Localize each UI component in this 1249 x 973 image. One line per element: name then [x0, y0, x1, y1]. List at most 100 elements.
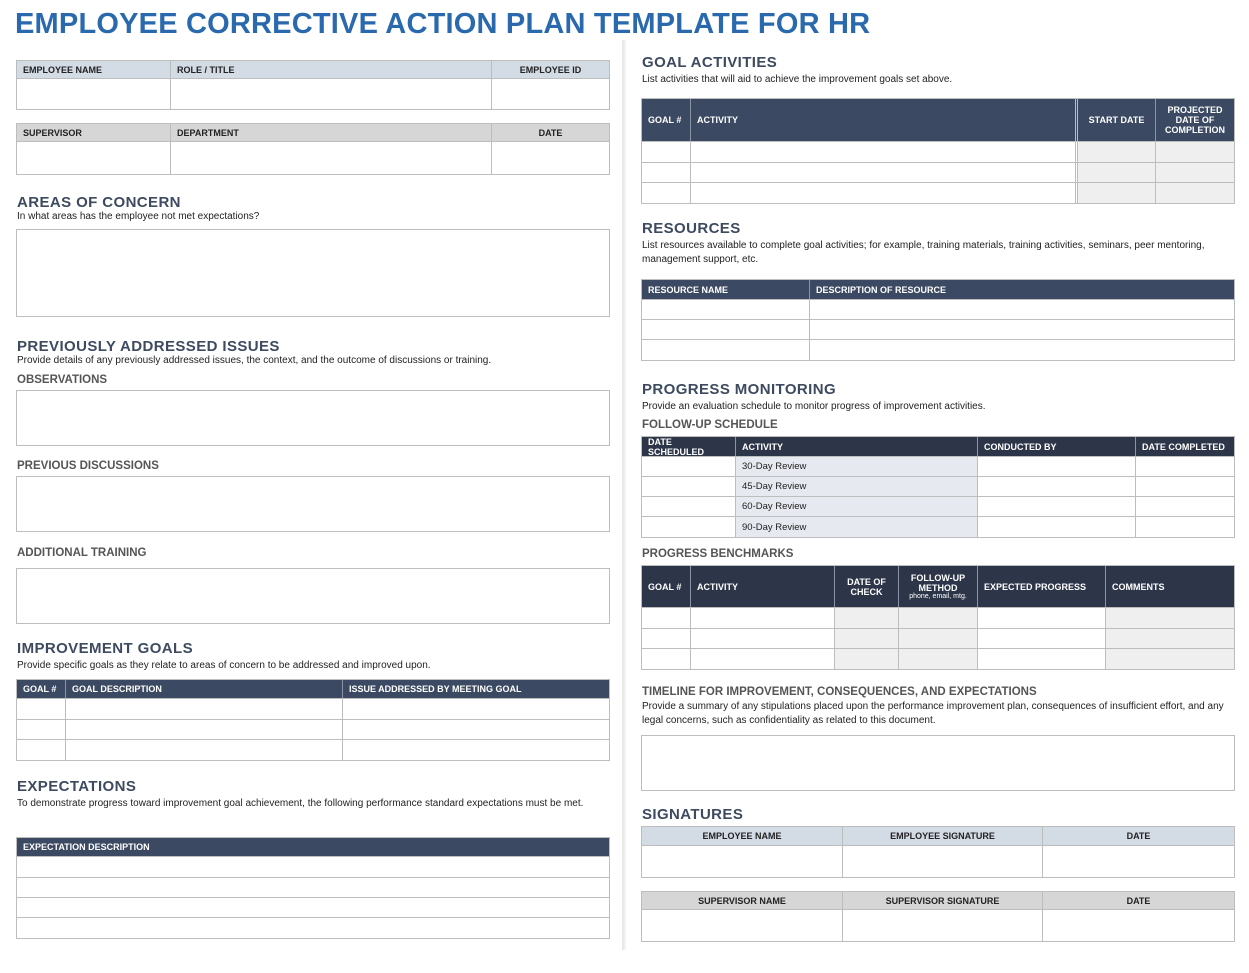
observations-textbox[interactable] [16, 390, 610, 446]
expectation-cell[interactable] [17, 878, 609, 897]
employee-signature-field[interactable] [843, 846, 1043, 877]
activity-cell[interactable]: 90-Day Review [736, 517, 978, 537]
resource-description-cell[interactable] [810, 340, 1234, 360]
header-supervisor: SUPERVISOR [17, 124, 171, 141]
completion-date-cell[interactable] [1156, 183, 1234, 203]
resource-name-cell[interactable] [642, 300, 810, 319]
additional-training-textbox[interactable] [16, 568, 610, 624]
expected-progress-cell[interactable] [978, 629, 1106, 648]
supervisor-info-table: SUPERVISOR DEPARTMENT DATE [16, 123, 610, 175]
goal-number-cell[interactable] [17, 699, 66, 719]
supervisor-sign-date-field[interactable] [1043, 910, 1234, 941]
resource-description-cell[interactable] [810, 320, 1234, 339]
issue-addressed-cell[interactable] [343, 720, 609, 739]
comments-cell[interactable] [1106, 608, 1234, 628]
date-scheduled-cell[interactable] [642, 517, 736, 537]
activity-cell[interactable] [691, 183, 1078, 203]
progress-monitoring-subtitle: Provide an evaluation schedule to monito… [642, 401, 986, 412]
activity-cell[interactable]: 45-Day Review [736, 477, 978, 496]
goal-number-cell[interactable] [17, 740, 66, 760]
date-scheduled-cell[interactable] [642, 477, 736, 496]
conducted-by-cell[interactable] [978, 497, 1136, 516]
date-completed-cell[interactable] [1136, 457, 1234, 476]
start-date-cell[interactable] [1078, 163, 1156, 182]
goal-number-cell[interactable] [642, 163, 691, 182]
header-supervisor-name: SUPERVISOR NAME [642, 892, 843, 909]
comments-cell[interactable] [1106, 649, 1234, 669]
table-row [642, 142, 1234, 163]
supervisor-field[interactable] [17, 142, 171, 174]
issue-addressed-cell[interactable] [343, 740, 609, 760]
timeline-textbox[interactable] [641, 735, 1235, 791]
table-row [642, 300, 1234, 320]
start-date-cell[interactable] [1078, 142, 1156, 162]
employee-info-table: EMPLOYEE NAME ROLE / TITLE EMPLOYEE ID [16, 60, 610, 110]
header-resource-name: RESOURCE NAME [642, 280, 810, 299]
conducted-by-cell[interactable] [978, 517, 1136, 537]
resource-name-cell[interactable] [642, 320, 810, 339]
date-of-check-cell[interactable] [835, 629, 899, 648]
activity-cell[interactable] [691, 142, 1078, 162]
date-scheduled-cell[interactable] [642, 497, 736, 516]
date-completed-cell[interactable] [1136, 477, 1234, 496]
header-goal-number: GOAL # [642, 99, 691, 141]
expectation-cell[interactable] [17, 857, 609, 877]
follow-up-method-cell[interactable] [899, 629, 978, 648]
table-row [17, 740, 609, 760]
conducted-by-cell[interactable] [978, 477, 1136, 496]
previous-discussions-textbox[interactable] [16, 476, 610, 532]
employee-sign-date-field[interactable] [1043, 846, 1234, 877]
activity-cell[interactable]: 60-Day Review [736, 497, 978, 516]
date-of-check-cell[interactable] [835, 649, 899, 669]
conducted-by-cell[interactable] [978, 457, 1136, 476]
expectation-cell[interactable] [17, 898, 609, 917]
completion-date-cell[interactable] [1156, 142, 1234, 162]
supervisor-name-field[interactable] [642, 910, 843, 941]
supervisor-signature-table: SUPERVISOR NAME SUPERVISOR SIGNATURE DAT… [641, 891, 1235, 942]
role-title-field[interactable] [171, 79, 492, 109]
goal-description-cell[interactable] [66, 720, 343, 739]
goal-number-cell[interactable] [642, 608, 691, 628]
date-completed-cell[interactable] [1136, 497, 1234, 516]
date-scheduled-cell[interactable] [642, 457, 736, 476]
follow-up-method-cell[interactable] [899, 608, 978, 628]
progress-benchmarks-label: PROGRESS BENCHMARKS [642, 548, 794, 560]
expected-progress-cell[interactable] [978, 649, 1106, 669]
activity-cell[interactable] [691, 163, 1078, 182]
header-department: DEPARTMENT [171, 124, 492, 141]
expected-progress-cell[interactable] [978, 608, 1106, 628]
goal-number-cell[interactable] [642, 142, 691, 162]
activity-cell[interactable] [691, 608, 835, 628]
goal-number-cell[interactable] [642, 183, 691, 203]
activity-cell[interactable] [691, 629, 835, 648]
comments-cell[interactable] [1106, 629, 1234, 648]
expectation-cell[interactable] [17, 918, 609, 938]
activity-cell[interactable]: 30-Day Review [736, 457, 978, 476]
issue-addressed-cell[interactable] [343, 699, 609, 719]
resource-description-cell[interactable] [810, 300, 1234, 319]
goal-number-cell[interactable] [17, 720, 66, 739]
date-field[interactable] [492, 142, 609, 174]
date-of-check-cell[interactable] [835, 608, 899, 628]
header-goal-number: GOAL # [642, 566, 691, 607]
goal-description-cell[interactable] [66, 699, 343, 719]
start-date-cell[interactable] [1078, 183, 1156, 203]
employee-name-field[interactable] [17, 79, 171, 109]
activity-cell[interactable] [691, 649, 835, 669]
goal-description-cell[interactable] [66, 740, 343, 760]
goal-number-cell[interactable] [642, 649, 691, 669]
header-issue-addressed: ISSUE ADDRESSED BY MEETING GOAL [343, 680, 609, 698]
supervisor-signature-field[interactable] [843, 910, 1043, 941]
employee-id-field[interactable] [492, 79, 609, 109]
header-goal-description: GOAL DESCRIPTION [66, 680, 343, 698]
goal-number-cell[interactable] [642, 629, 691, 648]
follow-up-method-cell[interactable] [899, 649, 978, 669]
resource-name-cell[interactable] [642, 340, 810, 360]
employee-name-field[interactable] [642, 846, 843, 877]
department-field[interactable] [171, 142, 492, 174]
completion-date-cell[interactable] [1156, 163, 1234, 182]
areas-of-concern-subtitle: In what areas has the employee not met e… [17, 211, 260, 222]
areas-of-concern-textbox[interactable] [16, 229, 610, 317]
table-row [642, 629, 1234, 649]
date-completed-cell[interactable] [1136, 517, 1234, 537]
